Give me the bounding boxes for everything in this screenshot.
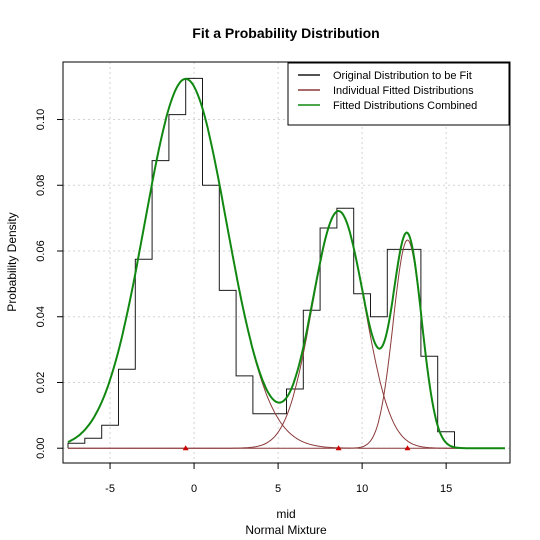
legend-box [287, 62, 510, 126]
legend-label: Original Distribution to be Fit [333, 70, 472, 82]
histogram-outline [67, 77, 455, 449]
component-mean-marker [335, 445, 342, 451]
y-tick-label: 0.10 [35, 109, 47, 130]
combined-fitted-curve [67, 77, 505, 450]
component-mean-markers [182, 445, 411, 451]
x-axis-label: mid [276, 507, 295, 521]
x-tick-label: 15 [440, 483, 452, 495]
x-tick-label: 0 [191, 483, 197, 495]
x-tick-label: -5 [105, 483, 115, 495]
y-axis-label: Probability Density [5, 212, 19, 311]
legend-label: Fitted Distributions Combined [333, 100, 477, 112]
grid [63, 62, 510, 463]
x-axis-sublabel: Normal Mixture [245, 523, 327, 537]
fitted-combined-curve [67, 77, 505, 450]
y-axis: 0.00 0.02 0.04 0.06 0.08 0.10 [35, 109, 64, 459]
y-tick-label: 0.04 [35, 306, 47, 327]
legend-label: Individual Fitted Distributions [333, 85, 474, 97]
y-tick-label: 0.00 [35, 437, 47, 458]
component-mean-marker [182, 445, 189, 451]
chart-title: Fit a Probability Distribution [192, 25, 379, 41]
y-tick-label: 0.02 [35, 372, 47, 393]
x-tick-label: 10 [356, 483, 368, 495]
x-tick-label: 5 [275, 483, 281, 495]
legend: Original Distribution to be Fit Individua… [287, 62, 510, 126]
component-mean-marker [404, 445, 411, 451]
y-tick-label: 0.08 [35, 175, 47, 196]
y-tick-label: 0.06 [35, 240, 47, 261]
histogram [67, 77, 455, 449]
x-axis: -5 0 5 10 15 [105, 462, 452, 495]
